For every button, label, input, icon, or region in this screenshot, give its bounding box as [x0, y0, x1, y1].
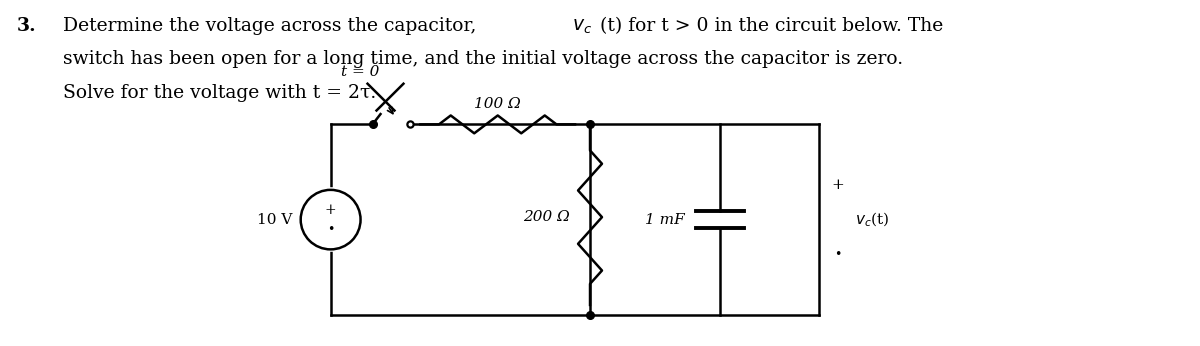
Text: 1 mF: 1 mF	[646, 213, 685, 227]
Text: •: •	[326, 223, 335, 236]
Text: Determine the voltage across the capacitor,: Determine the voltage across the capacit…	[64, 17, 482, 35]
Text: switch has been open for a long time, and the initial voltage across the capacit: switch has been open for a long time, an…	[64, 50, 904, 68]
Text: 100 Ω: 100 Ω	[474, 97, 521, 110]
Text: 200 Ω: 200 Ω	[523, 210, 570, 224]
Text: •: •	[834, 248, 841, 261]
Text: 3.: 3.	[17, 17, 36, 35]
Text: t = 0: t = 0	[341, 65, 379, 79]
Text: 10 V: 10 V	[257, 213, 293, 227]
Text: Solve for the voltage with t = 2τ.: Solve for the voltage with t = 2τ.	[64, 84, 377, 102]
Text: $v_c$(t): $v_c$(t)	[856, 210, 889, 229]
Text: $v_c$: $v_c$	[572, 17, 592, 36]
Text: (t) for t > 0 in the circuit below. The: (t) for t > 0 in the circuit below. The	[600, 17, 943, 35]
Text: +: +	[832, 178, 844, 192]
Text: +: +	[325, 203, 336, 217]
